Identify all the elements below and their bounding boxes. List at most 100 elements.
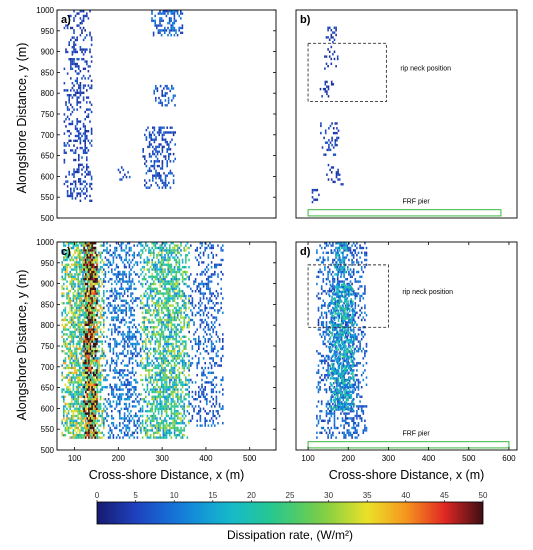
heatmap-cell xyxy=(164,395,166,398)
heatmap-cell xyxy=(183,306,185,310)
heatmap-cell xyxy=(98,309,100,312)
heatmap-cell xyxy=(183,246,185,250)
heatmap-cell xyxy=(173,268,176,271)
y-tick-label: 800 xyxy=(41,89,55,98)
heatmap-cell xyxy=(138,410,140,413)
heatmap-cell xyxy=(90,187,93,190)
heatmap-cell xyxy=(98,270,100,274)
heatmap-cell xyxy=(157,290,160,293)
heatmap-cell xyxy=(165,410,168,413)
heatmap-cell xyxy=(65,144,67,147)
heatmap-cell xyxy=(61,275,63,278)
heatmap-cell xyxy=(133,352,135,355)
heatmap-cell xyxy=(69,280,71,283)
heatmap-cell xyxy=(70,122,72,126)
heatmap-cell xyxy=(72,242,75,245)
heatmap-cell xyxy=(90,127,93,130)
heatmap-cell xyxy=(149,434,152,437)
heatmap-cell xyxy=(69,431,71,434)
heatmap-cell xyxy=(82,74,85,78)
heatmap-cell xyxy=(141,251,144,254)
heatmap-cell xyxy=(165,400,168,403)
heatmap-cell xyxy=(157,299,160,302)
heatmap-cell xyxy=(161,362,163,365)
heatmap-cell xyxy=(156,395,158,398)
heatmap-cell xyxy=(153,390,155,394)
heatmap-cell xyxy=(156,330,158,334)
heatmap-cell xyxy=(162,426,165,430)
heatmap-cell xyxy=(80,354,83,358)
heatmap-cell xyxy=(74,359,76,362)
heatmap-cell xyxy=(77,383,79,386)
heatmap-cell xyxy=(94,292,97,295)
heatmap-cell xyxy=(79,369,81,372)
heatmap-cell xyxy=(86,254,89,257)
heatmap-cell xyxy=(153,362,155,365)
heatmap-cell xyxy=(120,178,123,181)
heatmap-cell xyxy=(177,429,179,432)
heatmap-cell xyxy=(154,390,157,394)
heatmap-cell xyxy=(128,340,131,343)
heatmap-cell xyxy=(63,67,66,70)
heatmap-cell xyxy=(78,91,80,94)
heatmap-cell xyxy=(71,417,73,420)
heatmap-cell xyxy=(61,323,63,326)
heatmap-cell xyxy=(64,357,67,360)
heatmap-cell xyxy=(128,362,131,365)
heatmap-cell xyxy=(71,362,73,365)
heatmap-cell xyxy=(181,342,184,346)
heatmap-cell xyxy=(75,304,78,307)
heatmap-cell xyxy=(149,419,152,422)
heatmap-cell xyxy=(66,270,68,274)
heatmap-cell xyxy=(93,359,95,362)
heatmap-cell xyxy=(157,246,160,250)
heatmap-cell xyxy=(162,302,165,305)
heatmap-cell xyxy=(79,280,81,283)
heatmap-cell xyxy=(82,278,84,281)
heatmap-cell xyxy=(88,246,90,250)
heatmap-cell xyxy=(101,282,103,286)
heatmap-cell xyxy=(111,254,113,257)
heatmap-cell xyxy=(170,242,173,245)
heatmap-cell xyxy=(75,414,78,418)
heatmap-cell xyxy=(77,323,79,326)
heatmap-cell xyxy=(83,352,86,355)
heatmap-cell xyxy=(82,242,84,245)
heatmap-cell xyxy=(169,422,171,425)
heatmap-cell xyxy=(154,388,157,391)
heatmap-cell xyxy=(79,22,82,25)
heatmap-cell xyxy=(74,434,76,437)
heatmap-cell xyxy=(180,254,182,257)
heatmap-cell xyxy=(63,242,65,245)
heatmap-cell xyxy=(96,326,99,329)
heatmap-cell xyxy=(173,426,176,430)
heatmap-cell xyxy=(173,278,176,281)
heatmap-cell xyxy=(144,162,146,165)
heatmap-cell xyxy=(81,29,83,32)
heatmap-cell xyxy=(135,424,137,427)
heatmap-cell xyxy=(169,169,172,173)
heatmap-cell xyxy=(74,354,76,358)
heatmap-cell xyxy=(71,426,73,430)
heatmap-cell xyxy=(170,342,173,346)
heatmap-cell xyxy=(92,338,95,341)
heatmap-cell xyxy=(82,287,84,290)
heatmap-cell xyxy=(72,381,75,384)
heatmap-cell xyxy=(145,328,147,331)
heatmap-cell xyxy=(79,374,81,377)
heatmap-cell xyxy=(133,318,135,322)
heatmap-cell xyxy=(88,390,91,394)
heatmap-cell xyxy=(115,242,118,245)
heatmap-cell xyxy=(180,311,182,314)
heatmap-cell xyxy=(84,125,86,128)
heatmap-cell xyxy=(333,50,336,53)
heatmap-cell xyxy=(156,263,158,266)
heatmap-cell xyxy=(128,321,131,324)
heatmap-cell xyxy=(122,383,124,386)
heatmap-cell xyxy=(131,362,134,365)
heatmap-cell xyxy=(83,350,85,353)
heatmap-cell xyxy=(199,246,202,250)
heatmap-cell xyxy=(165,326,168,329)
heatmap-cell xyxy=(130,261,132,264)
heatmap-cell xyxy=(67,386,70,389)
